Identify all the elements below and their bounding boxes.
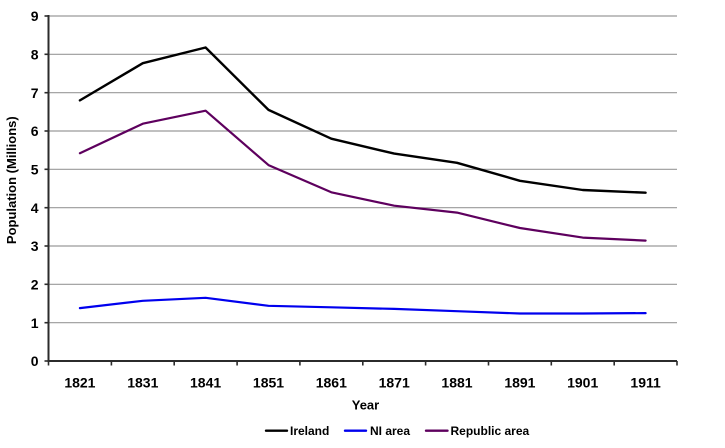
svg-text:1911: 1911 (630, 375, 661, 391)
svg-text:1871: 1871 (379, 375, 410, 391)
svg-text:2: 2 (31, 276, 39, 292)
svg-text:6: 6 (31, 123, 39, 139)
svg-text:1841: 1841 (190, 375, 221, 391)
svg-text:3: 3 (31, 238, 39, 254)
svg-text:Population (Millions): Population (Millions) (4, 116, 19, 244)
svg-text:Republic area: Republic area (451, 424, 530, 438)
svg-text:1891: 1891 (504, 375, 535, 391)
svg-text:1821: 1821 (64, 375, 95, 391)
svg-text:Year: Year (352, 398, 379, 413)
svg-text:7: 7 (31, 85, 39, 101)
svg-text:4: 4 (31, 200, 39, 216)
svg-text:1: 1 (31, 315, 39, 331)
svg-text:1851: 1851 (253, 375, 284, 391)
svg-text:NI area: NI area (370, 424, 410, 438)
svg-text:5: 5 (31, 161, 39, 177)
svg-text:1901: 1901 (567, 375, 598, 391)
svg-text:8: 8 (31, 46, 39, 62)
svg-text:1831: 1831 (127, 375, 158, 391)
svg-text:Ireland: Ireland (290, 424, 329, 438)
svg-text:1881: 1881 (441, 375, 472, 391)
svg-text:1861: 1861 (316, 375, 347, 391)
svg-text:0: 0 (31, 353, 39, 369)
svg-text:9: 9 (31, 8, 39, 24)
